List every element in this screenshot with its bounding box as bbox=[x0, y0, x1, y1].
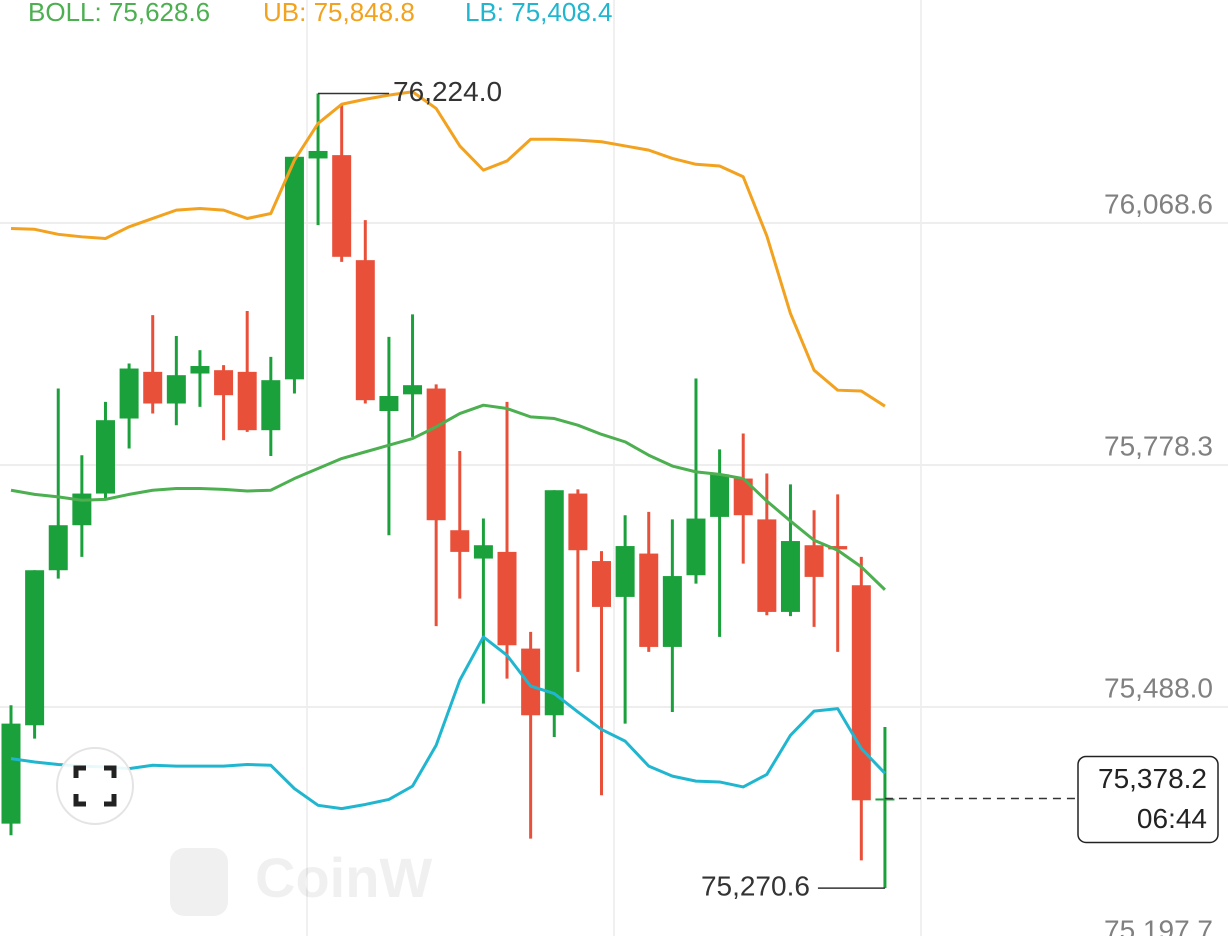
candle-body bbox=[497, 551, 517, 646]
current-price-label: 75,378.2 bbox=[1098, 763, 1207, 794]
candle-body bbox=[95, 420, 115, 494]
candle-body bbox=[804, 545, 824, 577]
candle-body bbox=[25, 570, 45, 726]
candle-body bbox=[237, 371, 257, 431]
y-tick-label: 76,068.6 bbox=[1104, 188, 1213, 219]
candle-body bbox=[639, 553, 659, 647]
watermark-logo bbox=[170, 848, 228, 916]
line bbox=[10, 635, 887, 811]
candle-body bbox=[450, 530, 470, 552]
candle-body bbox=[48, 525, 68, 571]
candle-body bbox=[426, 388, 446, 521]
candle-body bbox=[190, 366, 210, 374]
current-price-box bbox=[1077, 755, 1219, 844]
candle-body bbox=[733, 478, 753, 516]
watermark: CoinW bbox=[255, 846, 432, 909]
candle-body bbox=[757, 519, 777, 612]
annotation-label: 76,224.0 bbox=[393, 76, 502, 107]
line bbox=[10, 403, 886, 591]
candle-body bbox=[544, 490, 564, 716]
annotation-label: 75,270.6 bbox=[701, 871, 810, 902]
candle-body bbox=[261, 380, 281, 431]
candle-body bbox=[710, 474, 730, 517]
candle-body bbox=[284, 156, 304, 380]
candle-body bbox=[214, 370, 234, 396]
y-tick-label: 75,488.0 bbox=[1104, 672, 1213, 703]
candle-body bbox=[119, 368, 139, 419]
legend-entry: LB: 75,408.4 bbox=[465, 0, 612, 27]
candle-body bbox=[875, 798, 895, 801]
candle-body bbox=[473, 545, 493, 559]
legend-entry: UB: 75,848.8 bbox=[263, 0, 415, 27]
candle-body bbox=[521, 648, 541, 716]
candle-body bbox=[592, 561, 611, 607]
candle-body bbox=[686, 518, 706, 576]
countdown-label: 06:44 bbox=[1137, 803, 1207, 834]
candle-body bbox=[308, 150, 328, 159]
candle-body bbox=[615, 546, 635, 597]
candle-body bbox=[1, 723, 21, 824]
candle-body bbox=[332, 155, 352, 257]
candle-body bbox=[780, 541, 800, 612]
candle-body bbox=[355, 260, 375, 401]
candle-body bbox=[143, 371, 163, 404]
fullscreen-button[interactable] bbox=[56, 747, 134, 825]
y-tick-label: 75,778.3 bbox=[1104, 430, 1213, 461]
line bbox=[10, 90, 886, 408]
candle-body bbox=[166, 375, 186, 404]
y-tick-label: 75,197.7 bbox=[1104, 914, 1213, 936]
candle-body bbox=[568, 493, 588, 551]
candle-body bbox=[851, 585, 871, 801]
legend-entry: BOLL: 75,628.6 bbox=[28, 0, 210, 27]
candle-body bbox=[379, 396, 399, 412]
candle-body bbox=[828, 546, 848, 550]
candle-body bbox=[403, 385, 423, 395]
candle-body bbox=[662, 576, 682, 647]
